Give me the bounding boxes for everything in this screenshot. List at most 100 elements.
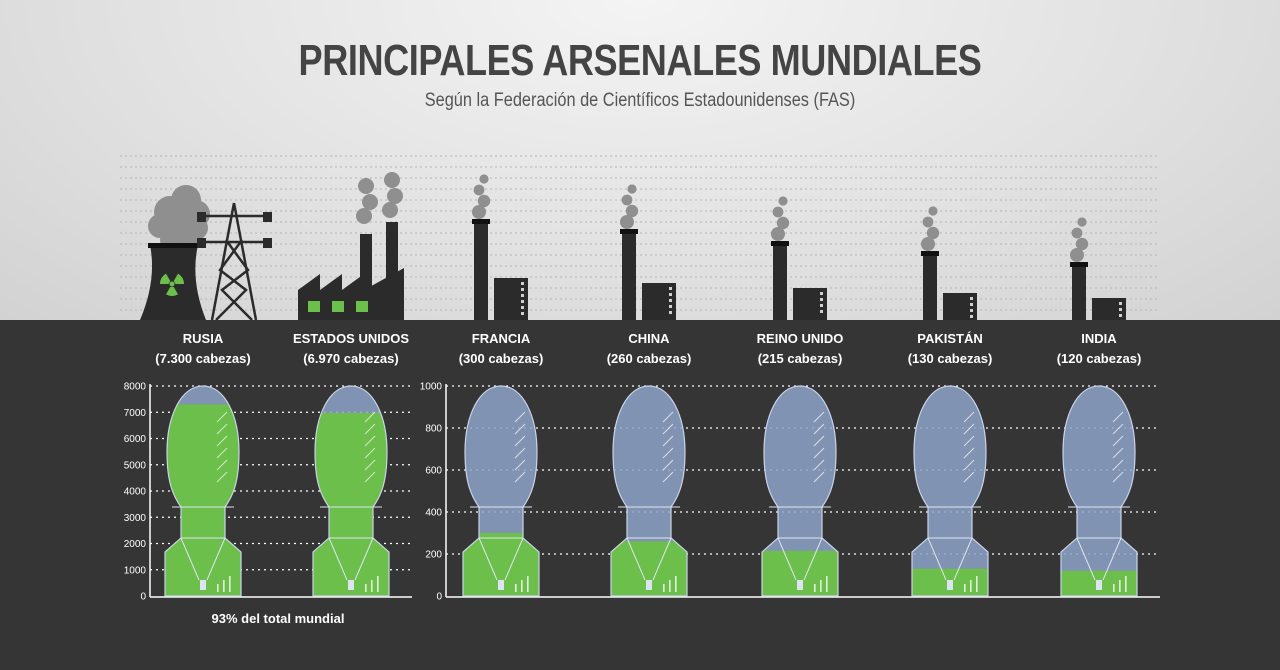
- radiation-blade: [160, 273, 171, 284]
- radiation-blade: [166, 287, 178, 296]
- smoke-puff: [928, 206, 938, 216]
- tail-mark: [229, 576, 231, 592]
- country-name-rusia: RUSIA: [183, 331, 224, 346]
- country-labels: RUSIA (7.300 cabezas) ESTADOS UNIDOS (6.970…: [155, 331, 1141, 366]
- header-background: [0, 0, 1280, 320]
- bomb-highlight: [364, 435, 376, 447]
- insulator: [197, 212, 206, 222]
- bomb-highlight: [364, 411, 376, 423]
- chimney-icon: [472, 174, 528, 320]
- bomb-outline: [164, 385, 242, 597]
- smoke-puff: [922, 216, 934, 228]
- building-window: [521, 282, 524, 285]
- bomb-reino-unido: [761, 385, 839, 597]
- chimney-icon: [921, 206, 977, 320]
- building-window: [970, 297, 973, 300]
- bomb-fin-lines: [1076, 537, 1122, 581]
- tick-label: 7000: [124, 408, 147, 419]
- tail-mark: [515, 584, 517, 592]
- country-count-estados-unidos: (6.970 cabezas): [303, 351, 398, 366]
- tail-mark: [521, 580, 523, 592]
- bomb-outline: [312, 385, 390, 597]
- country-count-francia: (300 cabezas): [459, 351, 544, 366]
- tower-arms: [200, 214, 268, 244]
- bomb-highlight: [364, 447, 376, 459]
- building-window: [820, 304, 823, 307]
- bomb-highlight: [963, 447, 975, 459]
- tick-label: 4000: [124, 487, 147, 498]
- illustrations: [140, 172, 1126, 321]
- bomb-highlight: [216, 435, 228, 447]
- bomb-outline: [610, 385, 688, 597]
- smoke-puff: [776, 216, 790, 230]
- tick-label: 0: [140, 592, 146, 603]
- bomb-highlight: [963, 459, 975, 471]
- building-window: [970, 309, 973, 312]
- bomb-highlight: [813, 471, 825, 483]
- building-window: [669, 311, 672, 314]
- bar-rusia: [165, 404, 241, 596]
- chart-title: PRINCIPALES ARSENALES MUNDIALES: [298, 36, 982, 85]
- bomb-fin-lines: [777, 537, 823, 581]
- smoke-puff: [384, 172, 400, 188]
- smoke-puff: [1071, 227, 1083, 239]
- bomb-highlight: [813, 459, 825, 471]
- smoke-puff: [625, 204, 639, 218]
- chimney: [923, 254, 937, 320]
- bomb-highlight: [813, 423, 825, 435]
- bomb-nozzle: [498, 580, 504, 590]
- factory-window: [332, 301, 344, 312]
- bomb-highlight: [1112, 447, 1124, 459]
- radiation-blade: [173, 273, 184, 284]
- building-window: [1119, 302, 1122, 305]
- bomb-highlight: [1112, 423, 1124, 435]
- bomb-fin-lines: [180, 537, 226, 581]
- power-tower-icon: [197, 202, 272, 321]
- bomb-nozzle: [200, 580, 206, 590]
- bomb-highlight: [514, 435, 526, 447]
- world-share-annotation: 93% del total mundial: [212, 611, 345, 626]
- bomb-nozzle: [947, 580, 953, 590]
- factory-window: [308, 301, 320, 312]
- chimney: [474, 222, 488, 320]
- tail-mark: [1125, 576, 1127, 592]
- bomb-francia: [462, 385, 540, 597]
- bomb-highlight: [514, 411, 526, 423]
- tail-mark: [976, 576, 978, 592]
- building-window: [820, 310, 823, 313]
- smoke-puff: [477, 194, 491, 208]
- bomb-highlight: [514, 447, 526, 459]
- factory-building: [298, 268, 404, 320]
- chimney-rim: [1070, 262, 1088, 267]
- chimney-rim: [620, 229, 638, 234]
- bomb-highlight: [216, 411, 228, 423]
- building-window: [521, 312, 524, 315]
- building-window: [521, 288, 524, 291]
- smoke-puff: [621, 194, 633, 206]
- bomb-highlight: [963, 435, 975, 447]
- tail-mark: [371, 580, 373, 592]
- building-window: [669, 293, 672, 296]
- tail-mark: [675, 576, 677, 592]
- chimney-icon: [771, 196, 827, 320]
- tail-mark: [970, 580, 972, 592]
- tick-label: 6000: [124, 434, 147, 445]
- smoke-puff: [479, 174, 489, 184]
- smoke-puff: [921, 237, 935, 251]
- bomb-highlight: [1112, 471, 1124, 483]
- tick-label: 3000: [124, 513, 147, 524]
- chimney-rim: [771, 241, 789, 246]
- smoke-puff: [473, 184, 485, 196]
- cooling-tower-rim: [148, 243, 200, 248]
- bomb-fin-lines: [927, 537, 973, 581]
- bomb-outline: [911, 385, 989, 597]
- country-name-francia: FRANCIA: [472, 331, 531, 346]
- bomb-shell: [1061, 386, 1137, 596]
- smoke-puff: [387, 188, 403, 204]
- country-name-india: INDIA: [1081, 331, 1117, 346]
- bomb-highlight: [514, 459, 526, 471]
- smoke-puff: [472, 205, 486, 219]
- country-name-estados-unidos: ESTADOS UNIDOS: [293, 331, 409, 346]
- bomb-fin-lines: [328, 537, 374, 581]
- tail-mark: [826, 576, 828, 592]
